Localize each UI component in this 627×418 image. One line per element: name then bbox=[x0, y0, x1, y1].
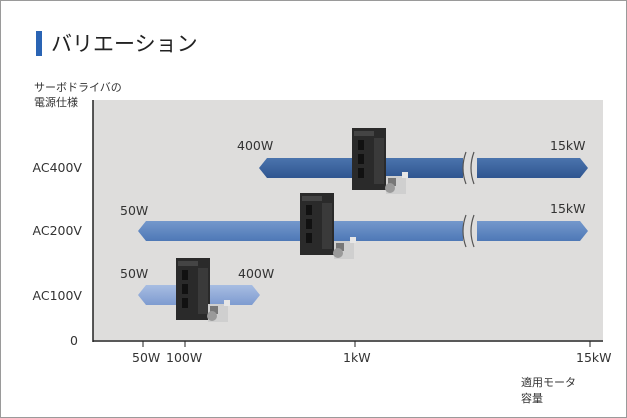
x-axis-title-line1: 適用モータ bbox=[521, 375, 576, 390]
axis-break-icon bbox=[463, 152, 477, 184]
y-tick-zero: 0 bbox=[18, 333, 78, 349]
x-tick-100w: 100W bbox=[166, 350, 202, 366]
y-tick-ac200v: AC200V bbox=[22, 223, 82, 239]
x-axis-title-line2: 容量 bbox=[521, 391, 543, 406]
y-tick-ac400v: AC400V bbox=[22, 160, 82, 176]
bar-ac100v-from-label: 50W bbox=[120, 266, 148, 282]
bar-ac400v-to-label: 15kW bbox=[550, 138, 586, 154]
servo-drive-icon bbox=[176, 258, 210, 320]
x-tick-1kw: 1kW bbox=[343, 350, 371, 366]
x-tick-50w: 50W bbox=[132, 350, 160, 366]
bar-ac200v-to-label: 15kW bbox=[550, 201, 586, 217]
bar-ac200v-from-label: 50W bbox=[120, 203, 148, 219]
bar-ac100v-to-label: 400W bbox=[238, 266, 274, 282]
x-tick-15kw: 15kW bbox=[576, 350, 612, 366]
bar-ac400v bbox=[259, 158, 588, 178]
servo-drive-icon bbox=[300, 193, 334, 255]
servo-drive-icon bbox=[352, 128, 386, 190]
bar-ac200v bbox=[138, 221, 588, 241]
axis-break-icon bbox=[463, 215, 477, 247]
y-tick-ac100v: AC100V bbox=[22, 288, 82, 304]
bar-ac400v-from-label: 400W bbox=[237, 138, 273, 154]
